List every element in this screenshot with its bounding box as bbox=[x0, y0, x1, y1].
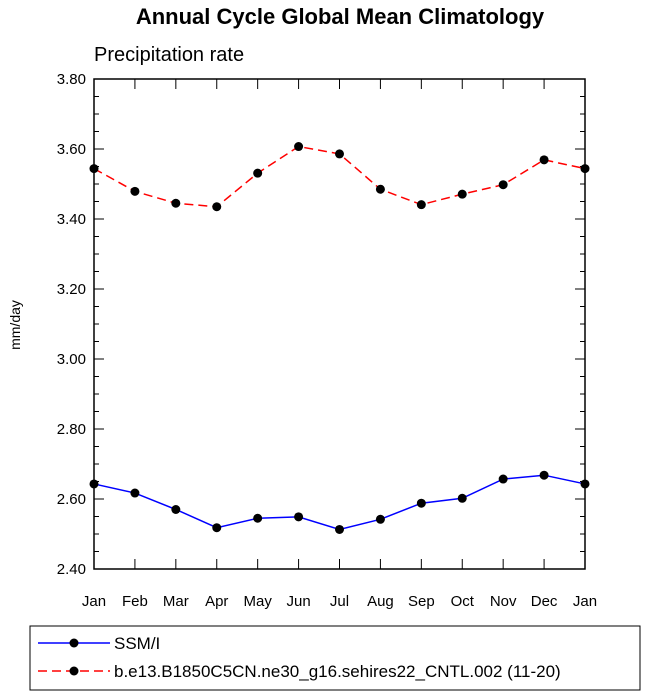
y-tick-label: 3.60 bbox=[57, 141, 86, 158]
legend-marker-ssmi bbox=[69, 638, 79, 648]
series-0-point bbox=[539, 470, 549, 480]
series-0-point bbox=[294, 512, 304, 522]
series-0-point bbox=[212, 523, 222, 533]
x-tick-label: Sep bbox=[408, 593, 435, 610]
series-0-point bbox=[171, 505, 181, 514]
x-tick-label: Apr bbox=[205, 593, 228, 610]
x-tick-label: Nov bbox=[490, 593, 517, 610]
series-1-point bbox=[416, 200, 426, 210]
legend-label-ssmi: SSM/I bbox=[114, 634, 160, 653]
x-tick-label: Oct bbox=[451, 593, 475, 610]
y-tick-label: 2.40 bbox=[57, 561, 86, 578]
series-1-point bbox=[335, 149, 344, 159]
legend-entry-ssmi: SSM/I bbox=[38, 634, 160, 653]
legend-marker-model bbox=[69, 666, 79, 676]
chart-title: Annual Cycle Global Mean Climatology bbox=[136, 4, 545, 29]
x-tick-label: Jun bbox=[286, 593, 310, 610]
x-tick-label: Dec bbox=[531, 593, 558, 610]
y-tick-label: 3.00 bbox=[57, 351, 86, 368]
y-tick-label: 2.80 bbox=[57, 421, 86, 438]
y-tick-label: 2.60 bbox=[57, 491, 86, 508]
series-0-point bbox=[375, 514, 385, 524]
series-0-point bbox=[498, 474, 508, 484]
y-axis-title: mm/day bbox=[7, 300, 23, 350]
x-tick-label: May bbox=[243, 593, 272, 610]
x-tick-label: Jan bbox=[82, 593, 106, 610]
chart-subtitle: Precipitation rate bbox=[94, 44, 244, 66]
series-0-point bbox=[335, 524, 344, 534]
legend: SSM/I b.e13.B1850C5CN.ne30_g16.sehires22… bbox=[29, 625, 641, 691]
series-0-point bbox=[416, 498, 426, 508]
x-tick-label: Mar bbox=[163, 593, 189, 610]
series-layer bbox=[89, 142, 590, 534]
series-0-point bbox=[253, 513, 263, 523]
series-1-point bbox=[171, 198, 181, 208]
x-tick-label: Feb bbox=[122, 593, 148, 610]
series-1-point bbox=[130, 186, 140, 196]
axis-ticks: 2.40 2.60 2.80 3.00 3.20 3.40 3.60 3.80 Jan Feb Ma… bbox=[57, 71, 597, 610]
y-tick-label: 3.20 bbox=[57, 281, 86, 298]
legend-box bbox=[29, 625, 641, 691]
legend-entry-model: b.e13.B1850C5CN.ne30_g16.sehires22_CNTL.… bbox=[38, 662, 561, 681]
series-1-point bbox=[212, 202, 222, 212]
series-1-point bbox=[294, 142, 304, 152]
legend-label-model: b.e13.B1850C5CN.ne30_g16.sehires22_CNTL.… bbox=[114, 662, 561, 681]
series-1-point bbox=[253, 168, 263, 178]
series-1-point bbox=[498, 180, 508, 190]
plot-frame bbox=[93, 78, 586, 570]
x-tick-label: Aug bbox=[367, 593, 394, 610]
x-tick-label: Jul bbox=[330, 593, 349, 610]
y-tick-label: 3.40 bbox=[57, 211, 86, 228]
series-1-point bbox=[375, 184, 385, 194]
series-1-point bbox=[457, 189, 467, 199]
series-0-point bbox=[457, 493, 467, 503]
series-1-point bbox=[539, 155, 549, 165]
x-tick-label: Jan bbox=[573, 593, 597, 610]
y-tick-label: 3.80 bbox=[57, 71, 86, 88]
series-0-point bbox=[130, 488, 140, 498]
series-line-0 bbox=[93, 474, 586, 531]
